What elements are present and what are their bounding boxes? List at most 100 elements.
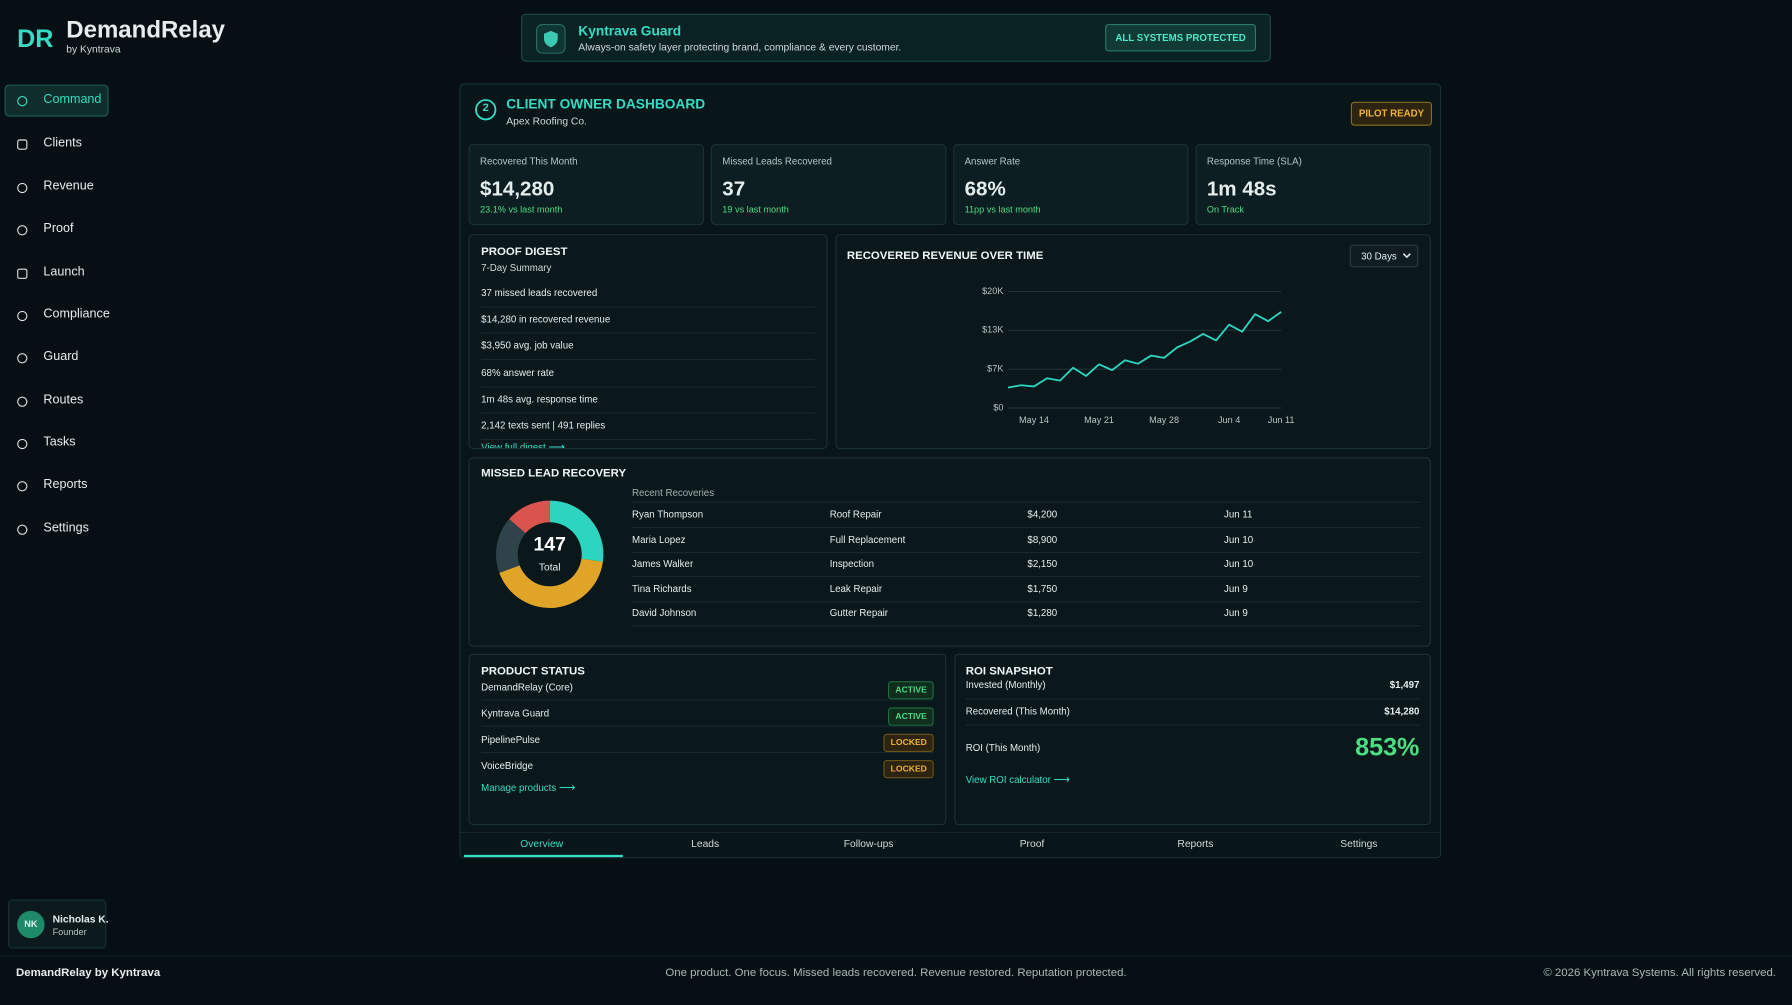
- product-name: Kyntrava Guard: [481, 707, 550, 719]
- kpi-card: Recovered This Month $14,280 23.1% vs last…: [468, 143, 704, 226]
- donut-total: 147: [534, 533, 566, 555]
- table-cell: Jun 11: [1223, 508, 1253, 520]
- table-cell: $1,750: [1027, 582, 1058, 594]
- y-tick-label: $0: [993, 402, 1003, 412]
- product-status-card: PRODUCT STATUS Manage products ⟶ DemandR…: [468, 653, 947, 826]
- link-text[interactable]: View full digest: [481, 441, 546, 450]
- tab[interactable]: Leads: [691, 837, 720, 850]
- nav-icon: [17, 481, 28, 492]
- table-cell: Inspection: [829, 557, 874, 570]
- step-circle: [475, 99, 497, 121]
- donut-segment: [499, 558, 603, 608]
- nav-item[interactable]: Settings: [43, 521, 89, 535]
- donut-segment: [495, 519, 526, 573]
- card-title: ROI SNAPSHOT: [965, 665, 1053, 678]
- nav-item[interactable]: Routes: [43, 393, 84, 407]
- table-cell: James Walker: [631, 557, 694, 570]
- y-tick-label: $20K: [982, 286, 1003, 296]
- x-tick-label: May 28: [1149, 415, 1179, 425]
- donut-segment: [549, 500, 604, 562]
- product-name: DemandRelay (Core): [481, 681, 573, 693]
- digest-item: 1m 48s avg. response time: [481, 392, 598, 405]
- table-cell: Full Replacement: [829, 533, 906, 545]
- card-title: PROOF DIGEST: [481, 245, 568, 259]
- tab[interactable]: Overview: [520, 837, 564, 850]
- chart-title: RECOVERED REVENUE OVER TIME: [847, 250, 1044, 262]
- kpi-value: 37: [722, 177, 746, 200]
- separator: [481, 306, 815, 308]
- x-tick-label: May 14: [1019, 415, 1049, 425]
- tab[interactable]: Follow-ups: [843, 837, 894, 850]
- table-title: Recent Recoveries: [631, 486, 715, 499]
- table-cell: David Johnson: [631, 606, 697, 619]
- link-text[interactable]: View ROI calculator: [965, 773, 1051, 786]
- separator: [481, 725, 934, 727]
- roi-row-label: Recovered (This Month): [965, 705, 1070, 717]
- nav-item[interactable]: Clients: [43, 135, 82, 150]
- nav-item[interactable]: Reports: [43, 477, 88, 492]
- guard-title: Kyntrava Guard: [578, 22, 682, 39]
- table-cell: $4,200: [1027, 508, 1058, 520]
- card-title: MISSED LEAD RECOVERY: [481, 467, 627, 480]
- guard-status: ALL SYSTEMS PROTECTED: [1105, 23, 1256, 52]
- nav-icon: [17, 139, 28, 150]
- line-series: [1007, 311, 1282, 389]
- kpi-delta: 19 vs last month: [722, 204, 789, 215]
- kpi-label: Recovered This Month: [479, 155, 578, 167]
- proof-digest-card: PROOF DIGEST 7-Day Summary View full dig…: [468, 234, 828, 450]
- nav-icon: [17, 524, 28, 535]
- products-link[interactable]: Manage products ⟶: [481, 781, 576, 795]
- kpi-label: Answer Rate: [964, 155, 1021, 167]
- kpi-delta: On Track: [1206, 204, 1244, 215]
- table-cell: $8,900: [1027, 533, 1058, 545]
- tab[interactable]: Settings: [1340, 837, 1378, 850]
- roi-card: ROI SNAPSHOT Invested (Monthly) $1,497 R…: [954, 653, 1431, 826]
- table-cell: Tina Richards: [631, 582, 692, 594]
- tab[interactable]: Proof: [1019, 837, 1045, 850]
- link-text[interactable]: Manage products: [481, 781, 557, 794]
- nav-item[interactable]: Revenue: [43, 179, 94, 194]
- digest-item: 2,142 texts sent | 491 replies: [481, 419, 606, 431]
- brand-name: DemandRelay: [66, 17, 226, 44]
- nav-item[interactable]: Compliance: [43, 307, 110, 322]
- kpi-value: $14,280: [479, 177, 555, 200]
- separator: [481, 751, 934, 754]
- nav-icon: [17, 396, 28, 407]
- table-cell: Maria Lopez: [631, 533, 686, 545]
- product-name: PipelinePulse: [481, 733, 541, 746]
- table-cell: Leak Repair: [829, 582, 883, 594]
- status-badge: LOCKED: [883, 733, 934, 752]
- nav-item[interactable]: Command: [43, 92, 102, 107]
- missed-lead-card: MISSED LEAD RECOVERY 147 Total Recent Rec…: [468, 457, 1431, 647]
- y-tick-label: $7K: [987, 364, 1003, 374]
- kpi-card: Answer Rate 68% 11pp vs last month: [953, 143, 1189, 226]
- nav-item[interactable]: Proof: [43, 221, 74, 236]
- footer-divider: [0, 955, 1792, 957]
- client-name: Apex Roofing Co.: [506, 115, 587, 127]
- separator: [631, 551, 1421, 553]
- nav-icon: [17, 353, 28, 364]
- kpi-label: Missed Leads Recovered: [722, 155, 832, 167]
- nav-item[interactable]: Guard: [43, 349, 79, 364]
- y-tick-label: $13K: [982, 325, 1003, 335]
- separator: [481, 699, 934, 701]
- pilot-badge: PILOT READY: [1350, 101, 1433, 126]
- footer-center: One product. One focus. Missed leads rec…: [665, 966, 1127, 980]
- revenue-chart-card: RECOVERED REVENUE OVER TIME $0 $7K $13K $20…: [835, 234, 1431, 450]
- nav-item[interactable]: Tasks: [43, 435, 76, 450]
- nav-icon: [17, 182, 28, 194]
- roi-link[interactable]: View ROI calculator ⟶: [965, 773, 1070, 787]
- tab[interactable]: Reports: [1177, 837, 1214, 850]
- digest-link[interactable]: View full digest ⟶: [481, 441, 565, 450]
- table-cell: Jun 9: [1223, 606, 1248, 619]
- range-text[interactable]: 30 Days: [1361, 250, 1397, 262]
- range-select[interactable]: 30 Days: [1349, 244, 1419, 268]
- step-number: 2: [482, 101, 489, 115]
- card-title: PRODUCT STATUS: [481, 665, 585, 678]
- nav-item[interactable]: Launch: [43, 265, 85, 279]
- footer-left: DemandRelay by Kyntrava: [15, 966, 161, 980]
- kpi-delta: 23.1% vs last month: [479, 204, 563, 215]
- tabs-divider: [460, 831, 1440, 834]
